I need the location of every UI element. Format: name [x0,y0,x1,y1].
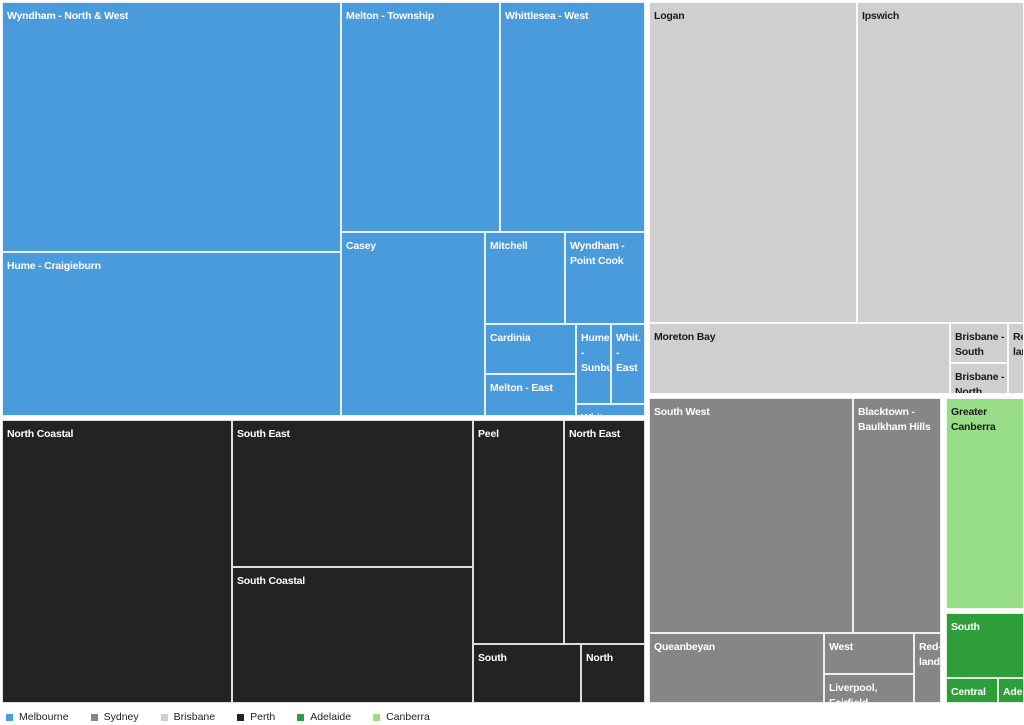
legend-label-adelaide: Adelaide [310,711,352,723]
tile-label: Central [951,686,986,698]
tile-label: Ade laid e Hil [1003,686,1023,702]
tile-sydney-red-land: Red-land [914,633,941,703]
tile-label: South West [654,406,710,418]
tile-perth-south: South [473,644,581,703]
tile-label: Whit. Township [581,411,642,415]
tile-label: Hume - Sunbury [581,332,610,374]
tile-perth-north-coastal: North Coastal [2,420,232,703]
treemap-chart: Wyndham - North & West Hume - Craigieburn… [2,2,1024,703]
tile-label: Greater Canberra [951,406,996,433]
tile-sydney-west: West [824,633,914,674]
tile-melbourne-hume-sunbury: Hume - Sunbury [576,324,611,404]
tile-sydney-blacktown-baulkham-hills: Blacktown - Baulkham Hills [853,398,941,633]
legend-swatch-sydney [90,713,98,721]
legend-label-canberra: Canberra [386,711,430,723]
tile-melbourne-casey: Casey [341,232,485,416]
tile-label: Cardinia [490,332,531,344]
tile-label: Whittlesea - West [505,10,589,22]
legend-swatch-canberra [373,713,381,721]
tile-label: Blacktown - Baulkham Hills [858,406,931,433]
tile-label: South East [237,428,290,440]
tile-label: Queanbeyan [654,641,716,653]
tile-brisbane-brisbane-south: Brisbane - South [950,323,1008,363]
tile-label: Hume - Craigieburn [7,260,101,272]
tile-perth-south-coastal: South Coastal [232,567,473,703]
tile-melbourne-wyndham-north-west: Wyndham - North & West [2,2,341,252]
tile-label: Ipswich [862,10,900,22]
tile-adelaide-central: Central [946,678,998,703]
tile-melbourne-whit-township: Whit. Township [576,404,645,416]
legend-item-canberra: Canberra [373,711,430,723]
tile-label: Peel [478,428,499,440]
tile-label: North Coastal [7,428,74,440]
tile-label: Mitchell [490,240,528,252]
tile-label: South [478,652,507,664]
tile-adelaide-south: South [946,613,1024,678]
legend: Melbourne Sydney Brisbane Perth Adelaide… [6,710,452,724]
tile-label: Red-land [1013,331,1023,358]
tile-label: Wyndham - Point Cook [570,240,625,267]
tile-perth-south-east: South East [232,420,473,567]
tile-label: Brisbane - North [955,371,1005,394]
tile-perth-peel: Peel [473,420,564,644]
tile-sydney-liverpool-fairfield-holroyd: Liverpool, Fairfield, Holroyd [824,674,914,703]
tile-sydney-queanbeyan: Queanbeyan [649,633,824,703]
tile-label: Logan [654,10,685,22]
tile-label: Liverpool, Fairfield, Holroyd [829,682,878,703]
legend-label-perth: Perth [250,711,276,723]
tile-label: Melton - Township [346,10,434,22]
legend-swatch-perth [237,713,245,721]
legend-item-perth: Perth [237,711,275,723]
legend-swatch-adelaide [297,713,305,721]
tile-label: Red-land [919,641,941,668]
tile-label: West [829,641,854,653]
tile-brisbane-brisbane-north: Brisbane - North [950,363,1008,394]
tile-adelaide-ade-laid-e-hil: Ade laid e Hil [998,678,1024,703]
legend-item-adelaide: Adelaide [297,711,351,723]
tile-melbourne-hume-craigieburn: Hume - Craigieburn [2,252,341,416]
tile-sydney-south-west: South West [649,398,853,633]
tile-brisbane-ipswich: Ipswich [857,2,1024,323]
tile-perth-north-east: North East [564,420,645,644]
tile-label: North [586,652,613,664]
tile-brisbane-moreton-bay: Moreton Bay [649,323,950,394]
tile-label: South Coastal [237,575,305,587]
legend-swatch-melbourne [6,713,13,721]
legend-item-melbourne: Melbourne [6,711,69,723]
tile-melbourne-wyndham-point-cook: Wyndham - Point Cook [565,232,645,324]
tile-canberra-greater-canberra: Greater Canberra [946,398,1024,609]
tile-label: Brisbane - South [955,331,1005,358]
tile-label: Whit. - East [616,332,641,374]
tile-label: Wyndham - North & West [7,10,129,22]
legend-label-brisbane: Brisbane [173,711,216,723]
legend-item-sydney: Sydney [90,711,139,723]
tile-melbourne-whit-east: Whit. - East [611,324,645,404]
tile-label: Moreton Bay [654,331,716,343]
tile-label: South [951,621,980,633]
tile-melbourne-mitchell: Mitchell [485,232,565,324]
tile-label: Casey [346,240,376,252]
tile-perth-north: North [581,644,645,703]
tile-label: Melton - East [490,382,553,394]
tile-melbourne-melton-east: Melton - East [485,374,576,416]
tile-melbourne-melton-township: Melton - Township [341,2,500,232]
legend-label-melbourne: Melbourne [19,711,69,723]
legend-swatch-brisbane [160,713,168,721]
tile-melbourne-cardinia: Cardinia [485,324,576,374]
tile-label: North East [569,428,621,440]
tile-brisbane-logan: Logan [649,2,857,323]
legend-item-brisbane: Brisbane [160,711,216,723]
tile-melbourne-whittlesea-west: Whittlesea - West [500,2,645,232]
legend-label-sydney: Sydney [103,711,139,723]
tile-brisbane-red-land: Red-land [1008,323,1024,394]
